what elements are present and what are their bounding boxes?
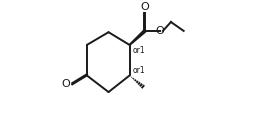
Text: or1: or1 (133, 66, 145, 75)
Text: or1: or1 (133, 46, 145, 55)
Text: O: O (61, 79, 70, 89)
Text: O: O (156, 26, 165, 36)
Text: O: O (140, 2, 149, 12)
Polygon shape (129, 30, 146, 45)
